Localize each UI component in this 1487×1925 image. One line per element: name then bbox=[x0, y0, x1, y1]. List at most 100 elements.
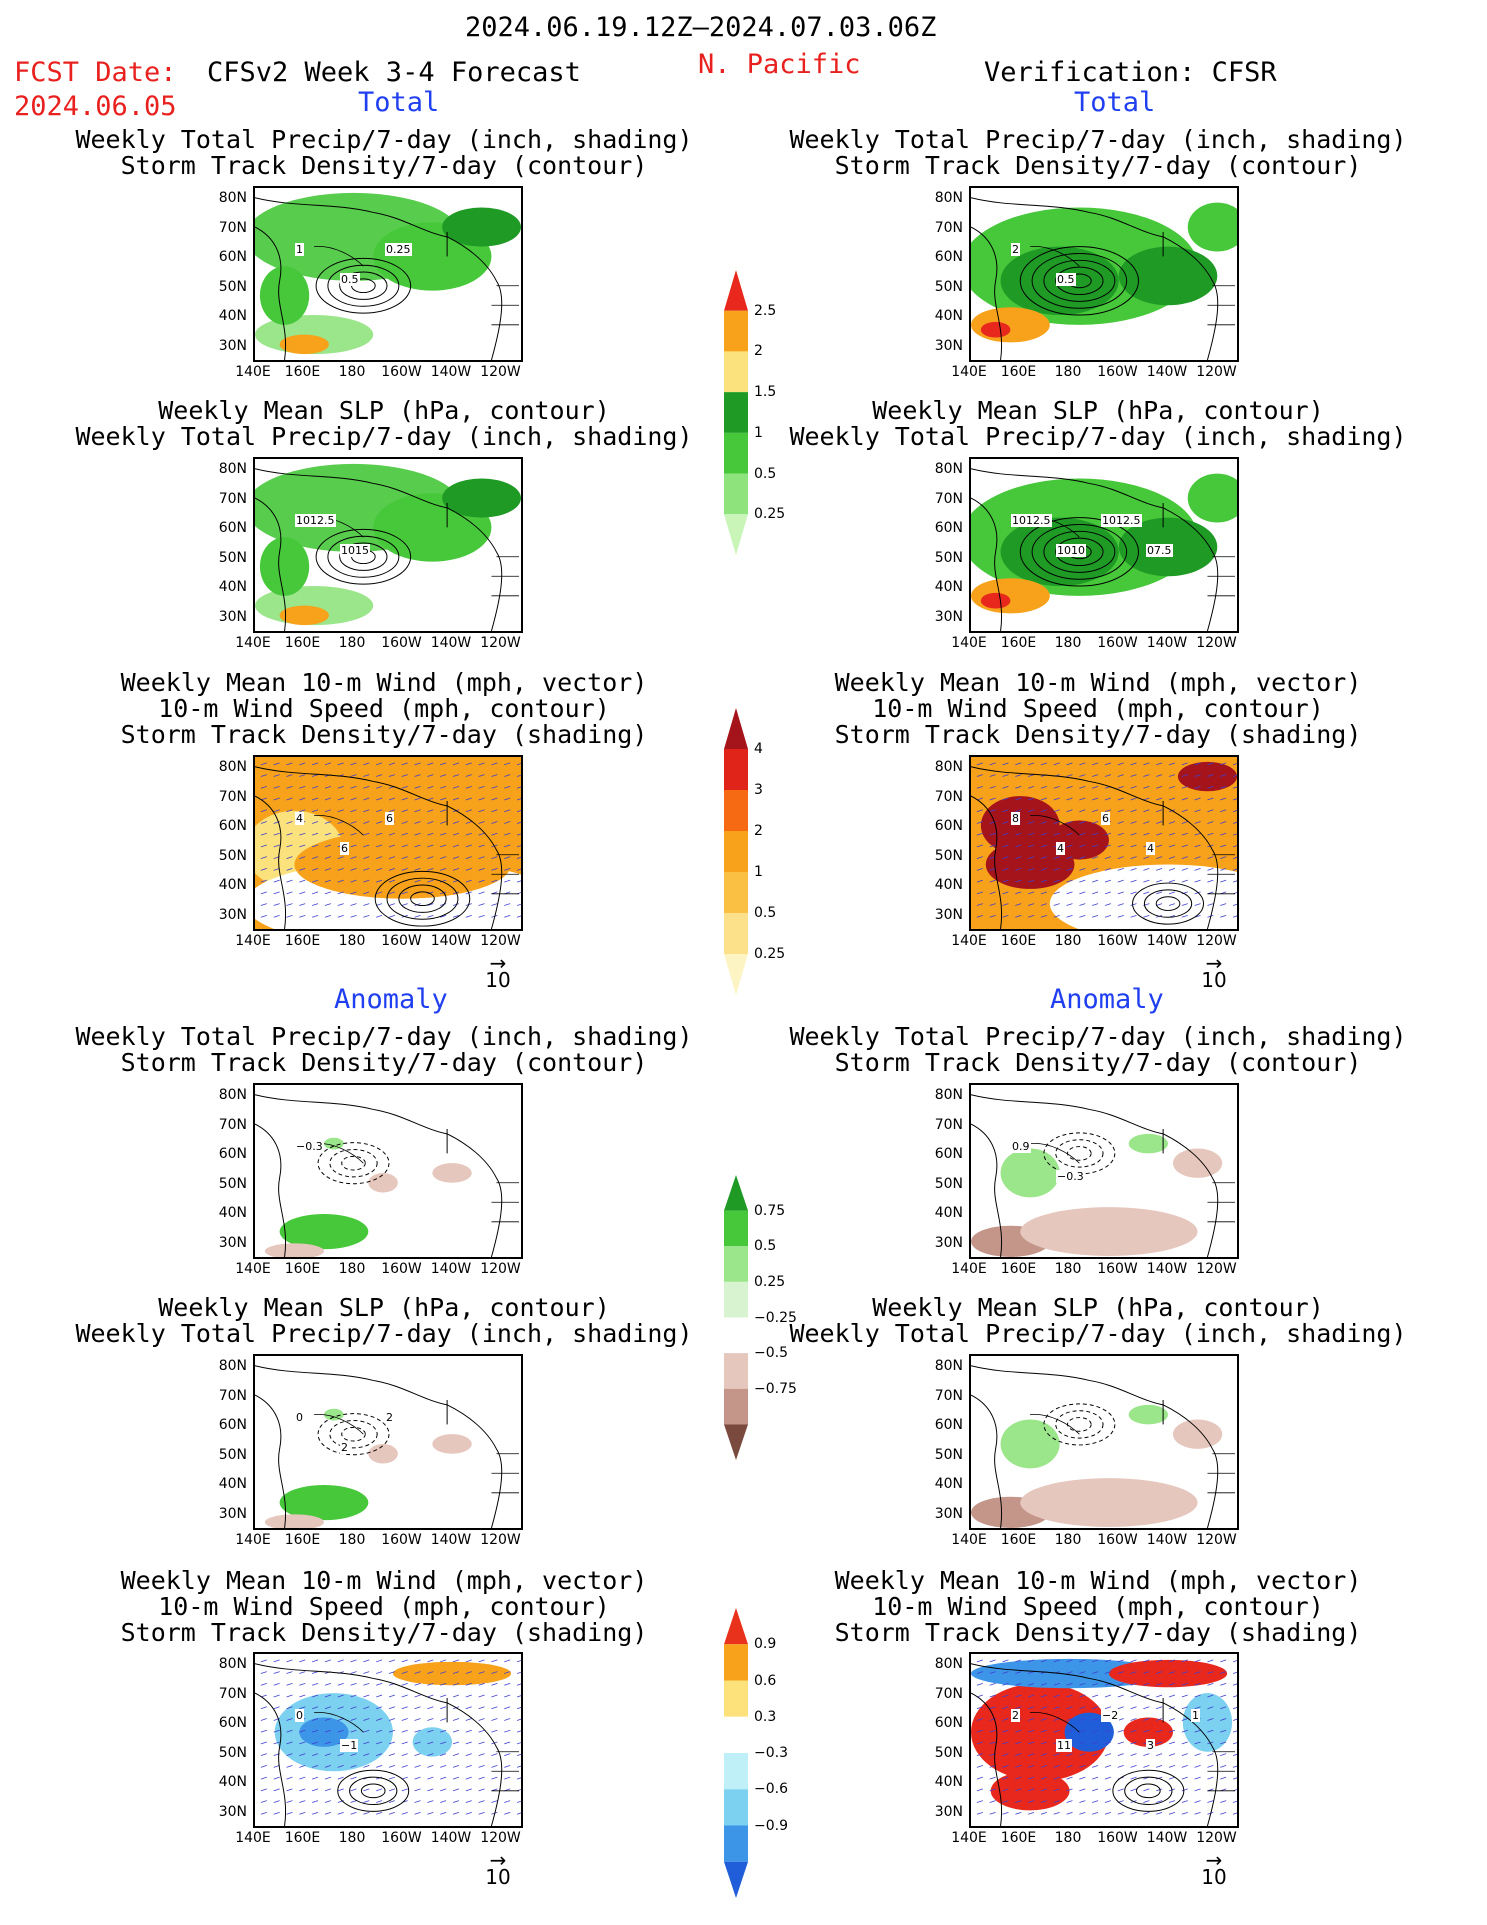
lat-label: 50N bbox=[218, 1175, 247, 1192]
lat-label: 60N bbox=[934, 249, 963, 265]
title-fc-precip-storm: Weekly Total Precip/7-day (inch, shading… bbox=[75, 125, 693, 180]
contour-label: −1 bbox=[340, 1739, 359, 1752]
lat-label: 40N bbox=[218, 308, 247, 324]
lat-label: 30N bbox=[934, 608, 963, 625]
lat-label: 40N bbox=[218, 1476, 247, 1492]
lat-label: 80N bbox=[218, 1087, 247, 1103]
lat-label: 50N bbox=[218, 1446, 247, 1463]
lon-label: 140W bbox=[1146, 1261, 1188, 1277]
lat-label: 70N bbox=[218, 490, 247, 507]
lat-label: 40N bbox=[218, 877, 247, 893]
lon-label: 180 bbox=[1054, 635, 1082, 651]
lat-label: 50N bbox=[934, 847, 963, 864]
contour-label: 1015 bbox=[340, 544, 370, 557]
contour-label: −2 bbox=[1101, 1709, 1120, 1722]
lon-label: 160W bbox=[1097, 1830, 1138, 1846]
lon-label: 140W bbox=[1146, 1830, 1188, 1846]
title-fc-wind: Weekly Mean 10-m Wind (mph, vector) 10-m… bbox=[120, 668, 648, 749]
contour-label: 6 bbox=[385, 812, 394, 825]
lon-label: 140E bbox=[235, 1261, 271, 1277]
map-panel-fc-anom-wind: 0 −1 bbox=[253, 1652, 523, 1828]
contour-label: 4 bbox=[295, 812, 304, 825]
lon-label: 120W bbox=[480, 1830, 521, 1846]
lat-label: 40N bbox=[934, 308, 963, 324]
lat-label: 50N bbox=[934, 549, 963, 566]
lon-label: 160E bbox=[1000, 1532, 1037, 1548]
lon-label: 160E bbox=[1000, 933, 1037, 949]
lon-label: 140E bbox=[951, 933, 987, 949]
lon-label: 120W bbox=[480, 364, 521, 380]
colorbar-label: 3 bbox=[754, 782, 763, 798]
lat-label: 30N bbox=[934, 1505, 963, 1522]
lat-label: 80N bbox=[218, 461, 247, 477]
lon-label: 120W bbox=[1196, 635, 1237, 651]
lat-label: 80N bbox=[218, 1358, 247, 1374]
vector-ref-obs-anom: → 10 bbox=[1201, 1848, 1227, 1889]
lat-label: 50N bbox=[218, 278, 247, 295]
contour-label: 2 bbox=[340, 1441, 349, 1454]
colorbar-label: 0.75 bbox=[754, 1202, 786, 1219]
lat-label: 80N bbox=[934, 759, 963, 775]
lon-label: 160E bbox=[1000, 364, 1037, 380]
lat-label: 50N bbox=[218, 549, 247, 566]
colorbar-label: 0.5 bbox=[754, 905, 777, 921]
map-panel-fc-wind: 4 6 6 bbox=[253, 755, 523, 931]
lat-label: 30N bbox=[934, 1803, 963, 1820]
lon-label: 160E bbox=[284, 1261, 321, 1277]
colorbar-label: 0.25 bbox=[754, 1273, 786, 1290]
lon-label: 120W bbox=[480, 1261, 521, 1277]
lon-label: 140E bbox=[235, 1532, 271, 1548]
lat-label: 40N bbox=[934, 579, 963, 595]
lon-label: 120W bbox=[1196, 1532, 1237, 1548]
colorbar-storm_anom bbox=[724, 1608, 748, 1902]
title-obs-anom-slp: Weekly Mean SLP (hPa, contour) Weekly To… bbox=[789, 1293, 1407, 1348]
lat-label: 30N bbox=[218, 1803, 247, 1820]
colorbar-label: 0.25 bbox=[754, 946, 786, 962]
lat-label: 40N bbox=[934, 1476, 963, 1492]
lon-label: 160E bbox=[284, 1532, 321, 1548]
colorbar-label: 0.5 bbox=[754, 1238, 777, 1255]
lat-label: 30N bbox=[934, 337, 963, 354]
colorbar-storm_total bbox=[724, 708, 748, 999]
lon-label: 180 bbox=[338, 1830, 366, 1846]
lat-label: 60N bbox=[218, 1417, 247, 1433]
map-panel-obs-precip-storm: 2 0.5 bbox=[969, 186, 1239, 362]
map-panel-fc-anom-precip-storm: −0.3 bbox=[253, 1083, 523, 1259]
colorbar-label: −0.5 bbox=[754, 1345, 788, 1362]
date-range: 2024.06.19.12Z–2024.07.03.06Z bbox=[465, 12, 937, 43]
lat-label: 70N bbox=[934, 1685, 963, 1702]
lon-label: 140W bbox=[430, 1261, 472, 1277]
lat-label: 50N bbox=[934, 1175, 963, 1192]
lat-label: 70N bbox=[934, 490, 963, 507]
contour-label: 0.5 bbox=[1056, 273, 1076, 286]
lat-label: 60N bbox=[218, 520, 247, 536]
lon-label: 140E bbox=[951, 635, 987, 651]
lon-label: 140E bbox=[951, 364, 987, 380]
colorbar-label: 1 bbox=[754, 424, 763, 441]
lat-label: 60N bbox=[934, 1417, 963, 1433]
map-panel-fc-precip-storm: 1 0.5 0.25 bbox=[253, 186, 523, 362]
lon-label: 160E bbox=[1000, 1261, 1037, 1277]
section-anomaly-right: Anomaly bbox=[1050, 984, 1164, 1015]
contour-label: 4 bbox=[1056, 842, 1065, 855]
contour-label: 2 bbox=[1011, 243, 1020, 256]
contour-label: 1012.5 bbox=[1011, 514, 1052, 527]
lat-label: 70N bbox=[934, 1116, 963, 1133]
lat-label: 40N bbox=[934, 877, 963, 893]
map-panel-obs-wind: 8 4 6 4 bbox=[969, 755, 1239, 931]
lat-label: 30N bbox=[934, 906, 963, 923]
lat-label: 60N bbox=[218, 1146, 247, 1162]
lon-label: 180 bbox=[1054, 1830, 1082, 1846]
forecast-title: CFSv2 Week 3-4 Forecast bbox=[207, 57, 581, 88]
lon-label: 160W bbox=[381, 933, 422, 949]
lon-label: 180 bbox=[338, 1532, 366, 1548]
colorbar-precip_total bbox=[724, 270, 748, 559]
lat-label: 70N bbox=[218, 788, 247, 805]
title-fc-anom-precip-storm: Weekly Total Precip/7-day (inch, shading… bbox=[75, 1022, 693, 1077]
lat-label: 60N bbox=[934, 818, 963, 834]
colorbar-label: 0.25 bbox=[754, 506, 786, 523]
colorbar-label: −0.25 bbox=[754, 1309, 797, 1326]
contour-label: 0.25 bbox=[385, 243, 412, 256]
section-total-left: Total bbox=[358, 87, 440, 118]
lon-label: 140W bbox=[1146, 635, 1188, 651]
